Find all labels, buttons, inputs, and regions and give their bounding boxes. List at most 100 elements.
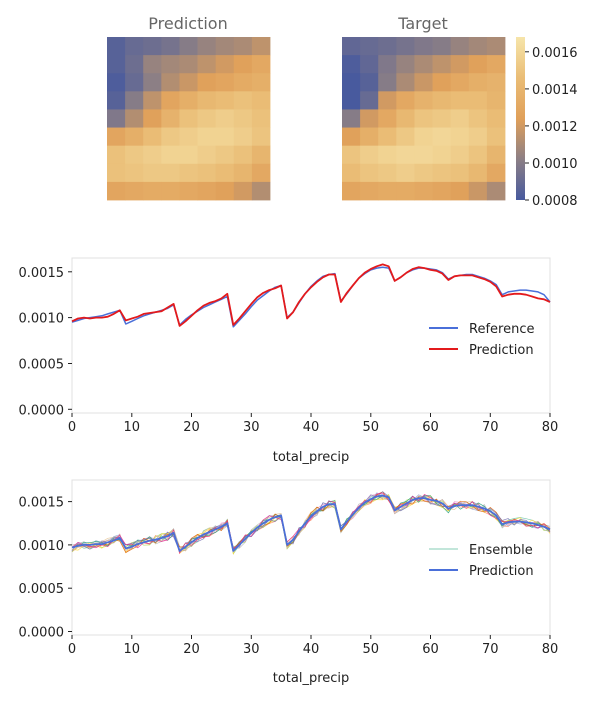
heatmap-cell — [378, 109, 397, 128]
heatmap-cell — [233, 163, 253, 183]
heatmap-cell — [414, 145, 433, 165]
heatmap-cell — [197, 181, 217, 201]
x-axis: 0 10 20 30 40 50 60 70 80 — [68, 413, 558, 435]
heatmap-cell — [107, 73, 126, 92]
heatmap-cell — [468, 127, 488, 147]
heatmap-cell — [486, 163, 506, 183]
x-tick-label: 40 — [303, 420, 320, 435]
heatmap-cell — [432, 145, 452, 165]
heatmap-cell — [179, 91, 198, 110]
heatmap-cell — [179, 127, 198, 147]
heatmap-cell — [161, 37, 180, 56]
heatmap-cell — [342, 127, 361, 147]
x-tick-label: 60 — [422, 642, 439, 657]
heatmap-cell — [125, 55, 144, 74]
x-tick-label: 40 — [303, 642, 320, 657]
series-lines — [71, 494, 551, 552]
heatmap-cell — [179, 145, 198, 165]
y-tick-label: 0.0015 — [19, 266, 65, 281]
colorbar: 0.0016 0.0014 0.0012 0.0010 0.0008 — [516, 37, 578, 209]
heatmap-cell — [197, 109, 217, 128]
heatmap-cell — [197, 73, 217, 92]
x-tick-label: 10 — [124, 642, 141, 657]
x-tick-label: 60 — [422, 420, 439, 435]
heatmap-cell — [179, 55, 198, 74]
prediction-line — [71, 494, 551, 552]
y-tick-label: 0.0010 — [19, 539, 65, 554]
heatmap-cell — [161, 109, 180, 128]
heatmap-cell — [215, 91, 235, 110]
heatmap-cell — [486, 55, 506, 74]
y-tick-label: 0.0005 — [19, 582, 65, 597]
heatmap-cell — [468, 91, 488, 110]
heatmap-cell — [360, 91, 379, 110]
colorbar-gradient — [516, 37, 525, 200]
x-tick-label: 10 — [124, 420, 141, 435]
heatmap-cell — [396, 37, 415, 56]
ensemble-member-line — [71, 492, 551, 553]
heatmap-cell — [396, 145, 415, 165]
heatmap-cell — [215, 145, 235, 165]
heatmap-cell — [143, 37, 162, 56]
x-tick-label: 80 — [542, 420, 559, 435]
heatmap-cell — [342, 91, 361, 110]
y-tick-label: 0.0000 — [19, 626, 65, 641]
heatmap-cell — [414, 55, 433, 74]
heatmap-cell — [233, 181, 253, 201]
heatmap-cell — [378, 37, 397, 56]
y-tick-label: 0.0000 — [19, 403, 65, 418]
heatmap-cell — [486, 37, 506, 56]
heatmap-cell — [251, 163, 271, 183]
heatmap-cell — [360, 37, 379, 56]
heatmap-cell — [378, 163, 397, 183]
heatmap-cell — [468, 163, 488, 183]
heatmap-cell — [251, 37, 271, 56]
heatmap-cell — [125, 145, 144, 165]
line-chart-ensemble-prediction: 0.0000 0.0005 0.0010 0.0015 0 10 20 30 40 50 60 70… — [19, 479, 559, 686]
prediction-line — [71, 263, 551, 327]
heatmap-cell — [450, 181, 470, 201]
heatmap-cell — [432, 181, 452, 201]
heatmap-cell — [396, 91, 415, 110]
heatmap-cell — [215, 37, 235, 56]
heatmap-cell — [125, 109, 144, 128]
heatmap-cell — [233, 55, 253, 74]
heatmap-cell — [161, 127, 180, 147]
heatmap-cell — [197, 145, 217, 165]
heatmap-cell — [486, 127, 506, 147]
heatmap-cell — [486, 181, 506, 201]
heatmap-cell — [215, 109, 235, 128]
heatmap-cell — [107, 55, 126, 74]
heatmap-cell — [450, 163, 470, 183]
heatmap-cell — [396, 127, 415, 147]
x-tick-label: 70 — [482, 420, 499, 435]
heatmap-cell — [143, 145, 162, 165]
x-tick-label: 30 — [243, 420, 260, 435]
legend-label-prediction: Prediction — [469, 564, 534, 579]
heatmap-cell — [125, 37, 144, 56]
heatmap-cell — [432, 55, 452, 74]
heatmap-cell — [161, 91, 180, 110]
colorbar-tick-label: 0.0008 — [532, 194, 578, 209]
heatmap-cell — [414, 181, 433, 201]
heatmap-cell — [414, 163, 433, 183]
colorbar-tick-label: 0.0014 — [532, 83, 578, 98]
heatmap-cell — [396, 55, 415, 74]
heatmap-cell — [161, 73, 180, 92]
x-tick-label: 80 — [542, 642, 559, 657]
heatmap-cell — [486, 91, 506, 110]
x-tick-label: 20 — [183, 642, 200, 657]
heatmap-cell — [468, 109, 488, 128]
heatmap-cell — [143, 91, 162, 110]
heatmap-cell — [396, 181, 415, 201]
heatmap-cell — [378, 127, 397, 147]
heatmap-cell — [251, 127, 271, 147]
heatmap-cell — [450, 109, 470, 128]
colorbar-tick-label: 0.0016 — [532, 46, 578, 61]
heatmap-cell — [197, 91, 217, 110]
heatmap-cell — [143, 181, 162, 201]
heatmap-cell — [215, 55, 235, 74]
legend-label-prediction: Prediction — [469, 343, 534, 358]
heatmap-cell — [342, 181, 361, 201]
heatmap-cell — [360, 127, 379, 147]
